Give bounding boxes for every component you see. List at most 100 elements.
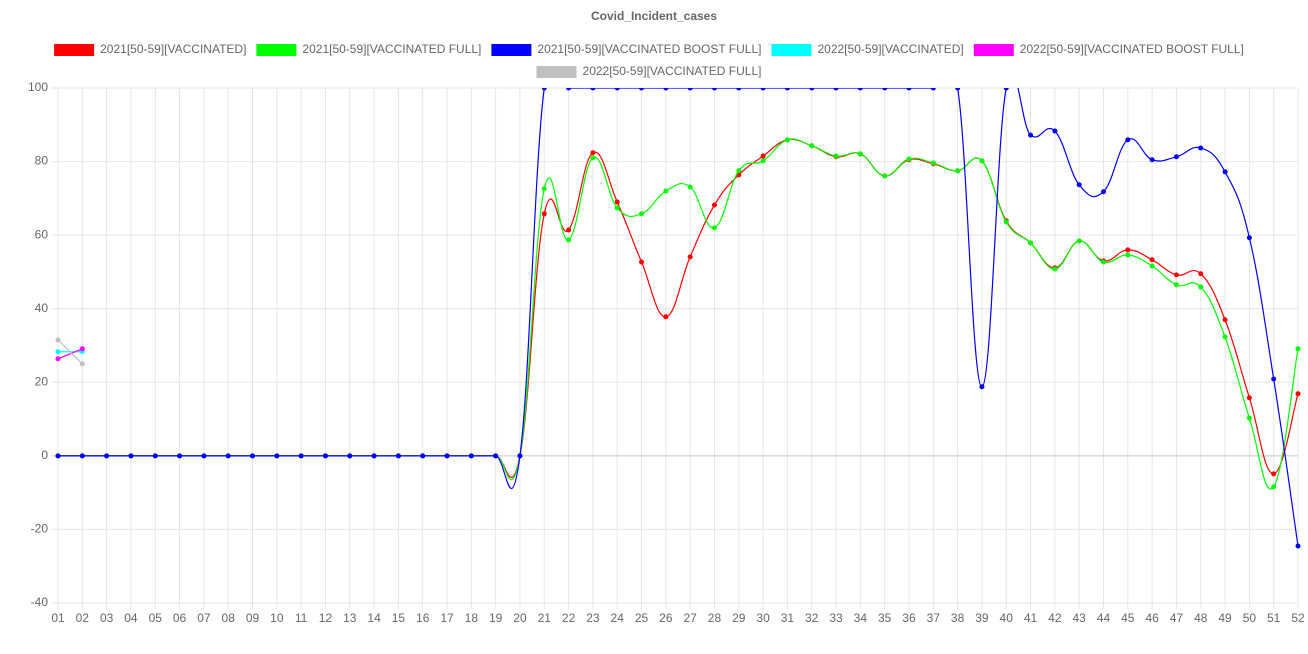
- data-point: [955, 88, 961, 91]
- data-point: [833, 153, 839, 159]
- data-point: [225, 453, 231, 459]
- data-point: [298, 453, 304, 459]
- x-tick-label: 14: [367, 611, 381, 625]
- series-line: [58, 88, 1299, 547]
- x-tick-label: 02: [76, 611, 90, 625]
- x-tick-label: 38: [951, 611, 965, 625]
- data-point: [663, 88, 669, 91]
- x-tick-label: 41: [1024, 611, 1038, 625]
- data-point: [930, 160, 936, 166]
- chart-title: Covid_Incident_cases: [591, 9, 717, 23]
- data-point: [1149, 263, 1155, 269]
- data-point: [590, 150, 596, 156]
- x-tick-label: 34: [854, 611, 868, 625]
- x-tick-label: 05: [149, 611, 163, 625]
- data-point: [614, 199, 620, 205]
- data-point: [590, 88, 596, 91]
- x-tick-label: 01: [51, 611, 65, 625]
- data-point: [736, 88, 742, 91]
- x-tick-label: 09: [246, 611, 260, 625]
- data-point: [444, 453, 450, 459]
- y-tick-label: -40: [31, 595, 49, 609]
- data-point: [1173, 272, 1179, 278]
- data-point: [201, 453, 207, 459]
- data-point: [614, 205, 620, 211]
- x-tick-label: 11: [295, 611, 308, 625]
- data-point: [687, 254, 693, 260]
- data-point: [322, 453, 328, 459]
- data-point: [1100, 189, 1106, 195]
- data-point: [128, 453, 134, 459]
- legend-item: 2022[50-59][VACCINATED]: [771, 42, 964, 56]
- data-point: [784, 88, 790, 91]
- data-point: [1295, 543, 1301, 549]
- x-tick-label: 42: [1048, 611, 1062, 625]
- data-point: [468, 453, 474, 459]
- data-point: [639, 211, 645, 217]
- data-point: [1100, 259, 1106, 265]
- y-tick-label: -20: [31, 522, 49, 536]
- x-tick-label: 51: [1267, 611, 1281, 625]
- x-tick-label: 45: [1121, 611, 1135, 625]
- x-tick-label: 03: [100, 611, 114, 625]
- legend-label: 2022[50-59][VACCINATED]: [817, 42, 963, 56]
- x-tick-label: 08: [222, 611, 236, 625]
- data-point: [1003, 88, 1009, 91]
- y-tick-label: 20: [35, 374, 49, 388]
- data-point: [517, 453, 523, 459]
- data-point: [1149, 157, 1155, 163]
- x-tick-label: 40: [1000, 611, 1014, 625]
- data-point: [930, 88, 936, 91]
- x-tick-label: 10: [270, 611, 284, 625]
- data-point: [760, 158, 766, 164]
- x-tick-label: 44: [1097, 611, 1111, 625]
- x-tick-label: 35: [878, 611, 892, 625]
- series-line: [57, 348, 83, 360]
- x-tick-label: 29: [732, 611, 746, 625]
- x-tick-label: 46: [1145, 611, 1159, 625]
- x-tick-label: 07: [197, 611, 211, 625]
- data-point: [906, 156, 912, 162]
- data-point: [250, 453, 256, 459]
- legend-label: 2021[50-59][VACCINATED]: [100, 42, 246, 56]
- data-point: [760, 153, 766, 159]
- data-point: [1295, 391, 1301, 397]
- data-point: [784, 137, 790, 143]
- data-point: [1173, 282, 1179, 288]
- legend-swatch: [973, 44, 1014, 56]
- data-point: [687, 88, 693, 91]
- data-point: [371, 453, 377, 459]
- x-tick-label: 26: [659, 611, 673, 625]
- data-point: [347, 453, 353, 459]
- data-point: [711, 225, 717, 231]
- x-tick-label: 32: [805, 611, 819, 625]
- y-tick-label: 0: [41, 448, 48, 462]
- data-point: [1246, 395, 1252, 401]
- data-point: [639, 259, 645, 265]
- data-point: [1222, 334, 1228, 340]
- y-tick-label: 40: [35, 301, 49, 315]
- data-point: [55, 349, 61, 355]
- x-tick-label: 30: [756, 611, 770, 625]
- data-point: [1271, 484, 1277, 490]
- x-tick-label: 24: [611, 611, 625, 625]
- data-point: [1222, 169, 1228, 175]
- x-tick-label: 50: [1243, 611, 1257, 625]
- data-point: [1198, 271, 1204, 277]
- data-point: [1149, 257, 1155, 263]
- x-tick-label: 27: [683, 611, 697, 625]
- data-point: [736, 168, 742, 174]
- data-point: [614, 88, 620, 91]
- x-tick-label: 12: [319, 611, 333, 625]
- x-tick-label: 15: [392, 611, 406, 625]
- data-point: [1028, 132, 1034, 138]
- data-point: [882, 173, 888, 179]
- data-point: [395, 453, 401, 459]
- data-point: [177, 453, 183, 459]
- x-tick-label: 17: [440, 611, 454, 625]
- data-point: [1271, 471, 1277, 477]
- data-point: [1271, 376, 1277, 382]
- data-point: [663, 188, 669, 194]
- data-point: [1198, 284, 1204, 290]
